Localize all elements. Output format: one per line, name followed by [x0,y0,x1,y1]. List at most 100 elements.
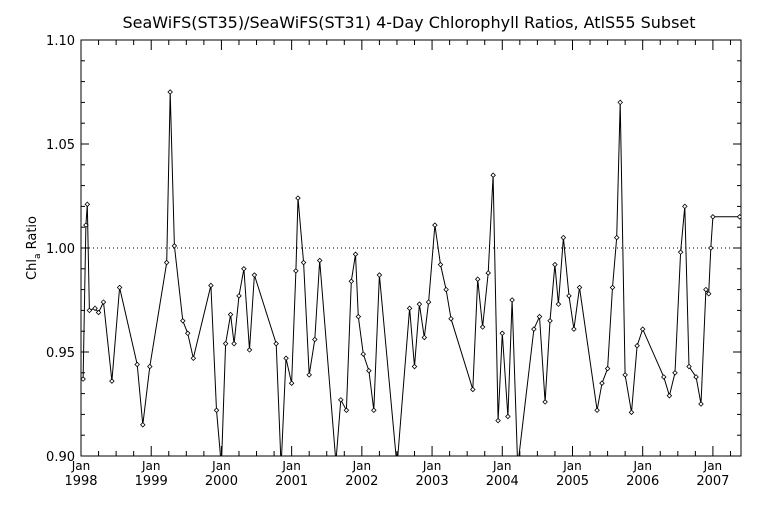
data-point [293,268,299,274]
x-tick-year-label: 1999 [135,474,168,489]
x-tick-year-label: 2005 [556,474,589,489]
data-point [306,372,312,378]
x-tick-month-label: Jan [141,459,161,473]
data-point [100,299,107,305]
data-point [613,234,620,241]
x-tick-month-label: Jan [71,459,91,473]
data-point [485,270,491,276]
x-tick-month-label: Jan [422,459,442,473]
x-tick-year-label: 2004 [486,474,519,489]
data-point [355,313,362,320]
x-tick-month-label: Jan [562,459,582,473]
data-point [531,326,537,332]
data-point [698,401,704,407]
data-point [432,222,438,228]
x-tick-month-label: Jan [492,459,512,473]
data-point [555,301,562,307]
data-point [190,355,197,362]
data-point [147,363,153,370]
data-point [231,340,237,347]
data-point [241,266,247,272]
y-axis-label: Chla Ratio [25,216,43,280]
data-point [273,340,279,347]
data-point [634,342,640,349]
x-tick-year-label: 2001 [275,474,308,489]
data-point [448,315,454,322]
y-tick-label: 1.10 [46,34,75,49]
data-point [246,347,253,353]
x-tick-year-label: 2006 [626,474,659,489]
data-point [180,318,186,324]
data-point [343,407,350,414]
data-point [425,299,432,305]
data-point [490,172,496,178]
data-point [84,201,91,208]
data-point [479,324,486,330]
y-tick-label: 1.00 [46,242,75,257]
data-point [542,399,548,405]
data-point [516,464,520,468]
data-point [167,89,173,95]
data-point [617,99,623,106]
data-point [499,330,506,337]
x-axis-ticks: Jan1998Jan1999Jan2000Jan2001Jan2002Jan20… [64,40,731,489]
data-point [95,309,102,316]
data-point [437,261,444,268]
data-point [184,330,191,337]
x-tick-year-label: 2003 [416,474,449,489]
series-group [81,89,741,468]
x-tick-month-label: Jan [632,459,652,473]
data-point [227,311,234,318]
data-point [604,365,611,372]
data-point [672,370,678,376]
data-point [566,293,572,299]
data-point [628,409,635,416]
data-point [705,290,712,297]
data-point [300,259,307,266]
data-point [693,374,699,380]
data-point [609,284,616,291]
y-tick-label: 0.95 [46,346,75,361]
y-axis-ticks: 0.90 0.95 1.00 1.05 1.10 [46,34,741,465]
data-point [295,195,301,201]
data-point [599,380,605,386]
data-point [236,293,242,299]
data-point [316,257,323,264]
data-point [81,376,86,382]
data-point [213,407,220,414]
data-point [682,203,688,210]
data-point [470,386,476,393]
plot-frame [80,39,742,457]
data-point [703,286,709,293]
data-point [622,372,628,378]
data-point [371,407,377,414]
data-point [736,214,741,220]
data-point [505,413,511,420]
data-point [366,367,372,374]
data-point [134,361,140,368]
data-point [661,374,667,380]
data-point [406,305,413,312]
data-point [495,417,501,424]
y-tick-label: 1.05 [46,138,75,153]
data-point [92,305,98,312]
data-point [109,378,115,384]
data-point [411,363,418,370]
data-point [547,318,553,324]
y-tick-label: 0.90 [46,450,75,465]
data-point [421,334,428,341]
x-tick-year-label: 2000 [205,474,238,489]
data-point [639,326,646,332]
series-line [82,91,740,456]
data-point [334,460,338,464]
data-point [222,340,229,347]
data-point [708,245,714,251]
data-point [552,261,558,268]
data-point [86,307,93,314]
data-point [338,397,344,403]
data-point [509,297,515,303]
chart-title: SeaWiFS(ST35)/SeaWiFS(ST31) 4-Day Chloro… [122,13,695,32]
data-point [312,336,318,343]
x-tick-month-label: Jan [211,459,231,473]
